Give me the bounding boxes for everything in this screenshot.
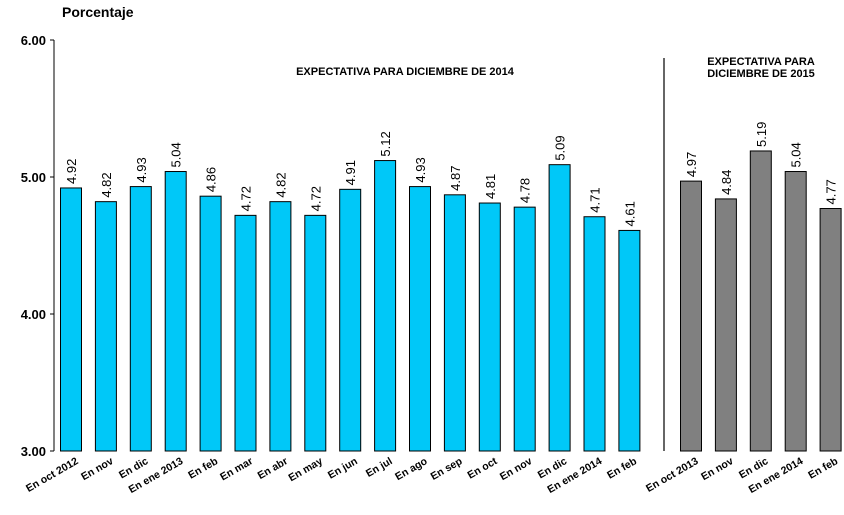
bar-p0-11	[443, 194, 466, 452]
category-label-p1-4: En feb	[806, 455, 840, 481]
bar-value-label-p0-9: 5.12	[378, 131, 393, 156]
bar-value-label-p0-11: 4.87	[448, 165, 463, 190]
category-label-p0-4: En feb	[186, 455, 220, 481]
bar-value-label-p0-6: 4.82	[273, 172, 288, 197]
bar-value-label-p0-10: 4.93	[413, 157, 428, 182]
bar-value-label-p0-2: 4.93	[134, 157, 149, 182]
y-tick-label-1: 4.00	[21, 307, 46, 322]
category-label-p0-11: En sep	[429, 455, 465, 483]
bar-value-label-p0-1: 4.82	[99, 172, 114, 197]
category-label-p0-0: En oct 2012	[24, 455, 81, 495]
category-label-p0-7: En may	[286, 455, 324, 484]
y-axis-unit-label: Porcentaje	[62, 4, 134, 20]
bar-p1-0	[680, 180, 702, 452]
bar-value-label-p0-15: 4.71	[588, 187, 603, 212]
bar-p1-4	[819, 208, 842, 452]
y-tick-label-0: 3.00	[21, 444, 46, 459]
bar-p0-16	[618, 229, 641, 452]
bar-p0-6	[269, 201, 292, 452]
panel-title-2015-line-2: DICIEMBRE DE 2015	[707, 68, 815, 80]
bar-p0-8	[339, 188, 362, 452]
bar-p1-2	[749, 150, 772, 452]
panel-title-2015-line-1: EXPECTATIVA PARA	[707, 56, 815, 68]
category-label-p1-0: En oct 2013	[644, 455, 701, 495]
bar-p0-7	[304, 214, 327, 452]
bar-value-label-p0-3: 5.04	[169, 142, 184, 167]
category-label-p0-5: En mar	[218, 455, 255, 483]
category-label-p0-8: En jun	[326, 455, 360, 481]
bar-p1-3	[784, 171, 807, 452]
bar-p0-9	[374, 160, 397, 452]
bar-value-label-p1-2: 5.19	[754, 122, 769, 147]
panel-title-2015: EXPECTATIVA PARA DICIEMBRE DE 2015	[686, 56, 836, 80]
panel-title-2014: EXPECTATIVA PARA DICIEMBRE DE 2014	[296, 66, 514, 78]
bar-value-label-p0-14: 5.09	[553, 135, 568, 160]
bar-p0-4	[199, 195, 222, 452]
category-label-p0-12: En oct	[466, 455, 500, 482]
bar-p0-15	[583, 216, 606, 452]
category-label-p0-6: En abr	[256, 455, 290, 482]
bar-p0-12	[478, 202, 501, 452]
bar-value-label-p0-0: 4.92	[64, 159, 79, 184]
bar-value-label-p1-3: 5.04	[789, 142, 804, 167]
bar-value-label-p0-5: 4.72	[239, 186, 254, 211]
bar-value-label-p1-1: 4.84	[719, 170, 734, 195]
category-label-p0-13: En nov	[498, 455, 534, 483]
bar-p0-1	[94, 201, 117, 452]
category-label-p1-1: En nov	[699, 455, 735, 483]
bar-value-label-p1-0: 4.97	[684, 152, 699, 177]
bar-p0-2	[129, 186, 152, 452]
bar-value-label-p0-13: 4.78	[518, 178, 533, 203]
bar-value-label-p1-4: 4.77	[824, 179, 839, 204]
bar-p0-13	[513, 206, 536, 452]
bar-value-label-p0-12: 4.81	[483, 174, 498, 199]
category-label-p0-10: En ago	[393, 455, 429, 483]
bar-value-label-p0-4: 4.86	[204, 167, 219, 192]
bar-p1-1	[714, 198, 737, 452]
bar-p0-10	[409, 186, 431, 452]
bar-p0-0	[60, 187, 82, 452]
bar-p0-5	[234, 214, 257, 452]
bar-value-label-p0-8: 4.91	[343, 160, 358, 185]
bar-value-label-p0-7: 4.72	[308, 186, 323, 211]
bar-p0-3	[164, 171, 187, 452]
bar-value-label-p0-16: 4.61	[622, 201, 637, 226]
y-tick-label-2: 5.00	[21, 170, 46, 185]
bar-p0-14	[548, 164, 571, 452]
category-label-p0-9: En jul	[364, 455, 395, 480]
y-tick-label-3: 6.00	[21, 33, 46, 48]
category-label-p0-16: En feb	[605, 455, 639, 481]
category-label-p0-1: En nov	[79, 455, 115, 483]
